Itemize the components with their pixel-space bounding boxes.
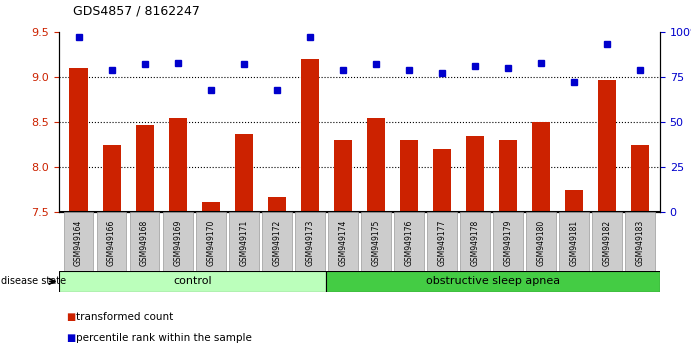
Bar (334, 140, 352, 212)
FancyBboxPatch shape (196, 212, 225, 271)
Text: GSM949170: GSM949170 (206, 219, 215, 266)
Text: ■: ■ (66, 312, 75, 322)
FancyBboxPatch shape (394, 212, 424, 271)
Bar (235, 134, 253, 212)
Bar (631, 145, 649, 212)
FancyBboxPatch shape (361, 212, 390, 271)
Text: GSM949164: GSM949164 (74, 219, 83, 266)
Text: GSM949169: GSM949169 (173, 219, 182, 266)
Bar (565, 190, 583, 212)
FancyBboxPatch shape (460, 212, 490, 271)
Text: percentile rank within the sample: percentile rank within the sample (76, 333, 252, 343)
FancyBboxPatch shape (130, 212, 160, 271)
Text: GSM949179: GSM949179 (504, 219, 513, 266)
FancyBboxPatch shape (625, 212, 655, 271)
Text: disease state: disease state (1, 276, 66, 286)
Text: GSM949180: GSM949180 (536, 219, 545, 266)
FancyBboxPatch shape (262, 212, 292, 271)
FancyBboxPatch shape (559, 212, 589, 271)
Text: GSM949174: GSM949174 (339, 219, 348, 266)
FancyBboxPatch shape (229, 212, 258, 271)
FancyBboxPatch shape (97, 212, 126, 271)
FancyBboxPatch shape (592, 212, 622, 271)
Text: GSM949177: GSM949177 (437, 219, 446, 266)
FancyBboxPatch shape (59, 271, 326, 292)
Text: GSM949168: GSM949168 (140, 219, 149, 266)
FancyBboxPatch shape (64, 212, 93, 271)
Bar (499, 140, 517, 212)
Bar (169, 118, 187, 212)
Text: ■: ■ (66, 333, 75, 343)
Bar (598, 80, 616, 212)
Text: GSM949176: GSM949176 (404, 219, 413, 266)
FancyBboxPatch shape (326, 271, 660, 292)
Bar (135, 125, 153, 212)
Bar (301, 59, 319, 212)
Text: GSM949171: GSM949171 (239, 219, 248, 266)
Text: GSM949166: GSM949166 (107, 219, 116, 266)
Text: obstructive sleep apnea: obstructive sleep apnea (426, 276, 560, 286)
Bar (70, 68, 88, 212)
Bar (532, 122, 550, 212)
FancyBboxPatch shape (295, 212, 325, 271)
Bar (202, 201, 220, 212)
Text: GDS4857 / 8162247: GDS4857 / 8162247 (73, 5, 200, 18)
FancyBboxPatch shape (163, 212, 193, 271)
FancyBboxPatch shape (328, 212, 358, 271)
Bar (102, 145, 121, 212)
Text: GSM949183: GSM949183 (636, 219, 645, 266)
FancyBboxPatch shape (526, 212, 556, 271)
Text: GSM949182: GSM949182 (603, 219, 612, 266)
Bar (466, 136, 484, 212)
Text: GSM949175: GSM949175 (371, 219, 380, 266)
Bar (367, 118, 385, 212)
Bar (267, 197, 286, 212)
FancyBboxPatch shape (493, 212, 523, 271)
Text: GSM949178: GSM949178 (471, 219, 480, 266)
Text: transformed count: transformed count (76, 312, 173, 322)
Text: GSM949173: GSM949173 (305, 219, 314, 266)
Bar (433, 149, 451, 212)
Text: GSM949172: GSM949172 (272, 219, 281, 266)
FancyBboxPatch shape (427, 212, 457, 271)
Text: GSM949181: GSM949181 (569, 219, 578, 266)
Bar (400, 140, 418, 212)
Text: control: control (173, 276, 212, 286)
